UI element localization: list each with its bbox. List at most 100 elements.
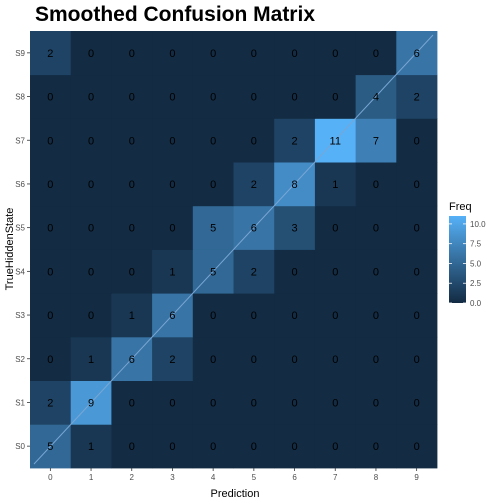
heatmap-cell-S2-8 bbox=[355, 336, 397, 381]
heatmap-cell-S5-7 bbox=[314, 205, 356, 250]
cell-value-label: 0 bbox=[210, 310, 216, 322]
heatmap-cell-S7-8 bbox=[355, 118, 397, 163]
cell-value-label: 0 bbox=[373, 48, 379, 60]
cell-value-label: 0 bbox=[47, 135, 53, 147]
heatmap-cell-S2-0 bbox=[30, 336, 72, 381]
cell-value-label: 0 bbox=[414, 310, 420, 322]
heatmap-cell-S2-6 bbox=[274, 336, 316, 381]
color-legend: Freq 0.0 2.5 5.0 7.5 10.0 bbox=[449, 201, 486, 308]
heatmap-cell-S9-5 bbox=[233, 31, 275, 76]
x-tick-label: 2 bbox=[130, 473, 135, 482]
y-axis-title: TrueHiddenState bbox=[4, 208, 16, 291]
heatmap-cell-S0-8 bbox=[355, 424, 397, 469]
legend-title: Freq bbox=[449, 201, 472, 213]
legend-tick-label: 5.0 bbox=[470, 259, 482, 268]
heatmap-cell-S2-1 bbox=[70, 336, 112, 381]
x-tick-label: 6 bbox=[292, 473, 297, 482]
cell-value-label: 0 bbox=[332, 354, 338, 366]
heatmap-cell-S4-9 bbox=[396, 249, 438, 294]
heatmap-cell-S6-3 bbox=[152, 162, 194, 207]
heatmap-cell-S5-2 bbox=[111, 205, 153, 250]
heatmap-cell-S7-0 bbox=[30, 118, 72, 163]
legend-tick-label: 0.0 bbox=[470, 299, 482, 308]
heatmap-cell-S7-1 bbox=[70, 118, 112, 163]
legend-ticks: 0.0 2.5 5.0 7.5 10.0 bbox=[449, 220, 486, 308]
heatmap-cell-S9-0 bbox=[30, 31, 72, 76]
heatmap-cell-S0-6 bbox=[274, 424, 316, 469]
cell-value-label: 0 bbox=[414, 441, 420, 453]
cell-value-label: 0 bbox=[332, 266, 338, 278]
heatmap-cell-S4-6 bbox=[274, 249, 316, 294]
cell-value-label: 6 bbox=[169, 310, 175, 322]
x-tick-label: 4 bbox=[211, 473, 216, 482]
cell-value-label: 0 bbox=[47, 92, 53, 104]
legend-colorbar bbox=[449, 216, 466, 303]
chart-title: Smoothed Confusion Matrix bbox=[35, 3, 315, 26]
cell-value-label: 0 bbox=[291, 92, 297, 104]
heatmap-cell-S8-9 bbox=[396, 74, 438, 119]
cell-value-label: 0 bbox=[88, 48, 94, 60]
heatmap-cell-S2-7 bbox=[314, 336, 356, 381]
cell-value-label: 1 bbox=[332, 179, 338, 191]
heatmap-cell-S2-4 bbox=[192, 336, 234, 381]
heatmap-cell-S7-2 bbox=[111, 118, 153, 163]
cell-value-label: 7 bbox=[373, 135, 379, 147]
heatmap-cell-S6-1 bbox=[70, 162, 112, 207]
cell-value-label: 1 bbox=[88, 354, 94, 366]
heatmap-cell-S1-9 bbox=[396, 380, 438, 425]
heatmap-cell-S3-1 bbox=[70, 293, 112, 338]
heatmap-cell-S4-2 bbox=[111, 249, 153, 294]
y-axis-ticks: S0 S1 S2 S3 S4 S5 S6 S7 S8 S9 bbox=[15, 49, 30, 451]
cell-value-label: 0 bbox=[129, 266, 135, 278]
cell-value-label: 2 bbox=[414, 92, 420, 104]
heatmap-cell-S8-2 bbox=[111, 74, 153, 119]
cell-value-label: 11 bbox=[330, 135, 341, 147]
cell-value-label: 0 bbox=[251, 441, 257, 453]
x-axis-ticks: 0 1 2 3 4 5 6 7 8 9 bbox=[48, 468, 419, 482]
y-tick-label: S9 bbox=[15, 49, 25, 58]
heatmap-cell-S9-1 bbox=[70, 31, 112, 76]
cell-value-label: 0 bbox=[129, 48, 135, 60]
cell-value-label: 1 bbox=[88, 441, 94, 453]
diagonal-line-group bbox=[33, 34, 434, 465]
x-tick-label: 8 bbox=[374, 473, 379, 482]
heatmap-cell-S4-3 bbox=[152, 249, 194, 294]
heatmap-cell-S0-1 bbox=[70, 424, 112, 469]
y-tick-label: S2 bbox=[15, 355, 25, 364]
y-tick-label: S3 bbox=[15, 311, 25, 320]
cell-value-label: 2 bbox=[47, 397, 53, 409]
cell-value-label: 0 bbox=[129, 179, 135, 191]
heatmap-cell-S8-7 bbox=[314, 74, 356, 119]
cell-value-label: 0 bbox=[210, 354, 216, 366]
heatmap-cell-S3-7 bbox=[314, 293, 356, 338]
x-tick-label: 0 bbox=[48, 473, 53, 482]
cell-value-label: 0 bbox=[291, 397, 297, 409]
cell-value-label: 0 bbox=[129, 441, 135, 453]
cell-value-label: 0 bbox=[251, 397, 257, 409]
x-tick-label: 9 bbox=[414, 473, 419, 482]
x-tick-label: 7 bbox=[333, 473, 338, 482]
heatmap-cells bbox=[30, 31, 438, 469]
diagonal-reference-line bbox=[33, 34, 434, 465]
heatmap-cell-S0-7 bbox=[314, 424, 356, 469]
cell-value-label: 4 bbox=[373, 92, 379, 104]
x-tick-label: 5 bbox=[252, 473, 257, 482]
heatmap-cell-S7-6 bbox=[274, 118, 316, 163]
heatmap-cell-S6-0 bbox=[30, 162, 72, 207]
heatmap-cell-S6-9 bbox=[396, 162, 438, 207]
cell-value-label: 0 bbox=[169, 92, 175, 104]
heatmap-cell-S4-8 bbox=[355, 249, 397, 294]
cell-value-label: 9 bbox=[88, 397, 94, 409]
cell-value-label: 8 bbox=[291, 179, 297, 191]
heatmap-cell-S5-3 bbox=[152, 205, 194, 250]
heatmap-cell-S6-5 bbox=[233, 162, 275, 207]
cell-value-label: 0 bbox=[88, 223, 94, 235]
cell-value-label: 0 bbox=[210, 48, 216, 60]
cell-value-label: 0 bbox=[332, 397, 338, 409]
cell-value-label: 0 bbox=[47, 266, 53, 278]
heatmap-cell-S6-7 bbox=[314, 162, 356, 207]
cell-value-label: 0 bbox=[251, 92, 257, 104]
cell-value-label: 0 bbox=[414, 266, 420, 278]
cell-value-label: 0 bbox=[47, 310, 53, 322]
